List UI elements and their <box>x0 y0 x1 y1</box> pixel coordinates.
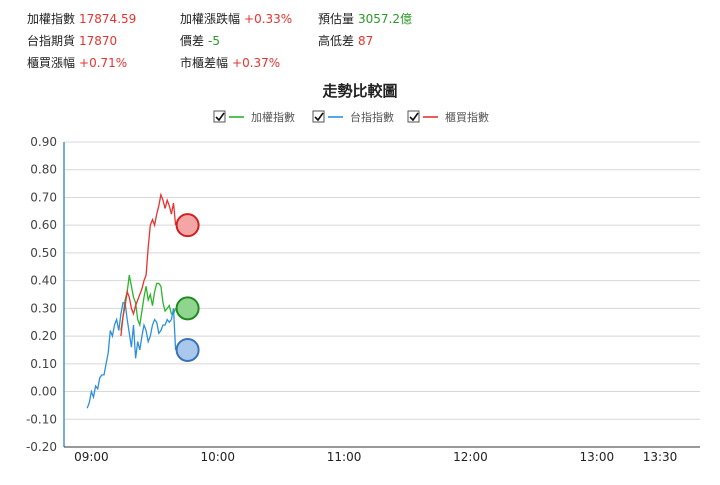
stat-item: 高低差 87 <box>318 32 373 49</box>
series-end-marker <box>175 296 200 321</box>
y-tick-label: 0.60 <box>30 218 57 232</box>
legend-checkbox <box>312 110 325 123</box>
x-tick-label: 13:30 <box>643 450 678 464</box>
y-tick-label: 0.70 <box>30 190 57 204</box>
legend-label: 加權指數 <box>251 110 295 124</box>
stat-label: 加權漲跌幅 <box>180 12 241 26</box>
y-axis: 0.90 0.80 0.70 0.60 0.50 0.40 0.30 0.20 0.10 0.00… <box>26 135 65 454</box>
stat-item: 加權指數 17874.59 <box>27 10 136 27</box>
y-tick-label: 0.40 <box>30 274 57 288</box>
legend-label: 櫃買指數 <box>445 110 489 124</box>
series-line <box>86 302 177 409</box>
stat-item: 價差 -5 <box>180 32 220 49</box>
chart-grid <box>64 141 700 448</box>
stat-value: 17874.59 <box>79 12 137 26</box>
y-tick-label: 0.20 <box>30 329 57 343</box>
check-icon <box>314 112 324 122</box>
chart-title: 走勢比較圖 <box>322 82 397 100</box>
stat-label: 高低差 <box>318 34 355 48</box>
x-tick-label: 11:00 <box>327 450 362 464</box>
legend-item: 加權指數 <box>213 110 295 124</box>
check-icon <box>215 112 225 122</box>
x-tick-label: 13:00 <box>580 450 615 464</box>
legend-checkbox <box>213 110 226 123</box>
y-tick-label: 0.10 <box>30 357 57 371</box>
x-tick-label: 10:00 <box>200 450 235 464</box>
legend-item: 台指指數 <box>312 110 394 124</box>
stat-label: 櫃買漲幅 <box>27 56 76 70</box>
stat-label: 台指期貨 <box>27 34 76 48</box>
stat-value: +0.37% <box>232 56 281 70</box>
series-line <box>120 274 177 331</box>
stat-value: 17870 <box>79 34 118 48</box>
y-tick-label: -0.20 <box>26 440 57 454</box>
chart-legend: 加權指數 台指指數 櫃買指數 <box>213 110 489 124</box>
stat-label: 加權指數 <box>27 12 76 26</box>
legend-checkbox <box>407 110 420 123</box>
check-icon <box>409 112 419 122</box>
legend-item: 櫃買指數 <box>407 110 489 124</box>
x-axis: 09:00 10:00 11:00 12:00 13:00 13:30 <box>64 446 700 464</box>
x-tick-label: 09:00 <box>74 450 109 464</box>
y-tick-label: -0.10 <box>26 412 57 426</box>
stat-label: 預估量 <box>318 12 355 26</box>
stat-value: +0.71% <box>79 56 128 70</box>
stat-value: -5 <box>208 34 220 48</box>
stat-item: 櫃買漲幅 +0.71% <box>27 54 127 71</box>
stat-label: 市櫃差幅 <box>180 56 229 70</box>
plot-area <box>86 192 200 409</box>
stat-item: 加權漲跌幅 +0.33% <box>180 10 292 27</box>
y-tick-label: 0.30 <box>30 301 57 315</box>
legend-label: 台指指數 <box>350 110 394 124</box>
series-end-marker <box>175 337 200 362</box>
stat-value: 87 <box>358 34 374 48</box>
stat-item: 台指期貨 17870 <box>27 32 117 49</box>
y-tick-label: 0.90 <box>30 135 57 149</box>
y-tick-label: 0.00 <box>30 385 57 399</box>
stat-value: 3057.2億 <box>358 12 413 26</box>
series-line <box>120 192 177 337</box>
stat-value: +0.33% <box>244 12 293 26</box>
stat-label: 價差 <box>180 34 205 48</box>
y-tick-label: 0.80 <box>30 163 57 177</box>
series-end-marker <box>175 213 200 238</box>
stat-item: 市櫃差幅 +0.37% <box>180 54 280 71</box>
market-summary: 加權指數 17874.59 加權漲跌幅 +0.33% 預估量 3057.2億台指期貨 178… <box>0 0 720 80</box>
x-tick-label: 12:00 <box>453 450 488 464</box>
stat-item: 預估量 3057.2億 <box>318 10 412 27</box>
y-tick-label: 0.50 <box>30 246 57 260</box>
